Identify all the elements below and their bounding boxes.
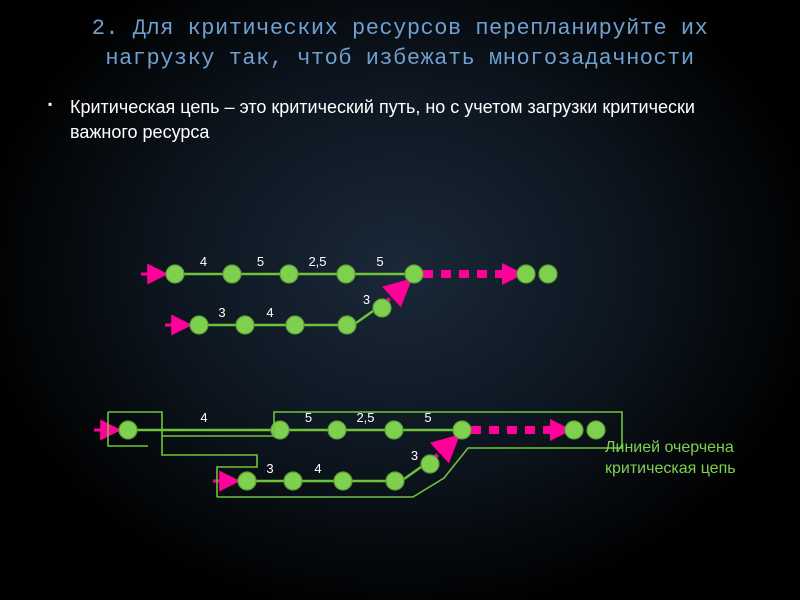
svg-text:5: 5 [376,254,383,269]
svg-text:4: 4 [200,254,207,269]
svg-text:3: 3 [218,305,225,320]
svg-text:5: 5 [257,254,264,269]
svg-text:2,5: 2,5 [308,254,326,269]
svg-text:3: 3 [266,461,273,476]
svg-text:4: 4 [200,410,207,425]
svg-text:3: 3 [411,448,418,463]
svg-text:4: 4 [314,461,321,476]
legend-label: Линией очерчена критическая цепь [605,438,760,480]
slide-title: 2. Для критических ресурсов перепланируй… [0,0,800,83]
svg-text:2,5: 2,5 [356,410,374,425]
svg-text:3: 3 [363,292,370,307]
svg-text:4: 4 [266,305,273,320]
svg-text:5: 5 [424,410,431,425]
bullet-text: Критическая цепь – это критический путь,… [0,83,800,144]
svg-text:5: 5 [305,410,312,425]
